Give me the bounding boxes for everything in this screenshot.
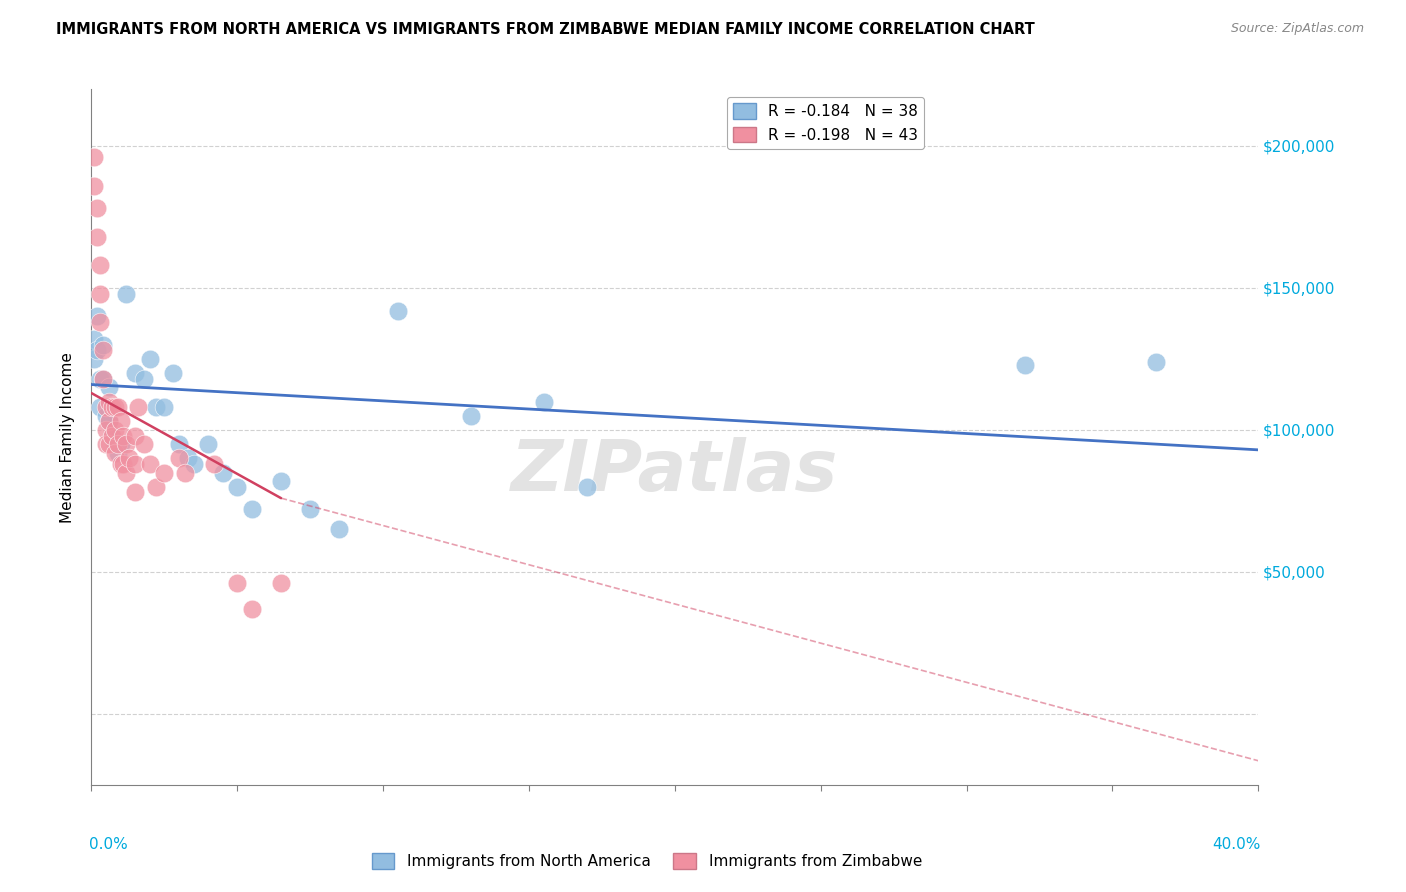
- Point: [138, 351, 162, 366]
- Point: [533, 394, 555, 409]
- Point: [83, 351, 105, 366]
- Point: [91, 372, 114, 386]
- Point: [86, 202, 108, 216]
- Point: [124, 366, 146, 380]
- Y-axis label: Median Family Income: Median Family Income: [60, 351, 76, 523]
- Text: IMMIGRANTS FROM NORTH AMERICA VS IMMIGRANTS FROM ZIMBABWE MEDIAN FAMILY INCOME C: IMMIGRANTS FROM NORTH AMERICA VS IMMIGRA…: [56, 22, 1035, 37]
- Legend: Immigrants from North America, Immigrants from Zimbabwe: Immigrants from North America, Immigrant…: [366, 847, 928, 875]
- Point: [145, 401, 167, 415]
- Point: [97, 414, 120, 428]
- Point: [97, 437, 120, 451]
- Point: [104, 401, 127, 415]
- Point: [110, 457, 132, 471]
- Point: [115, 466, 138, 480]
- Point: [1144, 355, 1167, 369]
- Text: 40.0%: 40.0%: [1212, 837, 1261, 852]
- Point: [83, 150, 105, 164]
- Point: [89, 286, 111, 301]
- Text: Source: ZipAtlas.com: Source: ZipAtlas.com: [1230, 22, 1364, 36]
- Point: [91, 343, 114, 358]
- Point: [112, 457, 135, 471]
- Point: [91, 338, 114, 352]
- Point: [138, 457, 162, 471]
- Point: [107, 401, 129, 415]
- Point: [101, 428, 124, 442]
- Point: [328, 522, 350, 536]
- Point: [270, 576, 292, 591]
- Point: [162, 366, 184, 380]
- Point: [124, 485, 146, 500]
- Point: [89, 258, 111, 272]
- Point: [387, 303, 409, 318]
- Point: [226, 480, 249, 494]
- Point: [94, 409, 117, 423]
- Point: [167, 451, 190, 466]
- Point: [86, 343, 108, 358]
- Point: [226, 576, 249, 591]
- Point: [110, 414, 132, 428]
- Point: [153, 401, 176, 415]
- Legend: R = -0.184   N = 38, R = -0.198   N = 43: R = -0.184 N = 38, R = -0.198 N = 43: [727, 97, 924, 149]
- Point: [89, 315, 111, 329]
- Point: [94, 401, 117, 415]
- Point: [104, 423, 127, 437]
- Point: [167, 437, 190, 451]
- Point: [270, 474, 292, 488]
- Point: [107, 446, 129, 460]
- Point: [91, 372, 114, 386]
- Point: [124, 457, 146, 471]
- Point: [240, 502, 263, 516]
- Point: [240, 602, 263, 616]
- Point: [97, 414, 120, 428]
- Point: [112, 428, 135, 442]
- Text: ZIPatlas: ZIPatlas: [512, 437, 838, 507]
- Point: [202, 457, 225, 471]
- Text: 0.0%: 0.0%: [89, 837, 128, 852]
- Point: [183, 457, 205, 471]
- Point: [115, 437, 138, 451]
- Point: [176, 451, 198, 466]
- Point: [104, 446, 127, 460]
- Point: [89, 401, 111, 415]
- Point: [94, 437, 117, 451]
- Point: [104, 437, 127, 451]
- Point: [86, 310, 108, 324]
- Point: [83, 332, 105, 346]
- Point: [460, 409, 482, 423]
- Point: [197, 437, 219, 451]
- Point: [132, 372, 155, 386]
- Point: [576, 480, 599, 494]
- Point: [299, 502, 322, 516]
- Point: [94, 423, 117, 437]
- Point: [153, 466, 176, 480]
- Point: [132, 437, 155, 451]
- Point: [83, 178, 105, 193]
- Point: [97, 394, 120, 409]
- Point: [101, 401, 124, 415]
- Point: [101, 428, 124, 442]
- Point: [1014, 358, 1036, 372]
- Point: [97, 380, 120, 394]
- Point: [118, 451, 141, 466]
- Point: [89, 372, 111, 386]
- Point: [173, 466, 195, 480]
- Point: [107, 437, 129, 451]
- Point: [86, 230, 108, 244]
- Point: [124, 428, 146, 442]
- Point: [127, 401, 149, 415]
- Point: [145, 480, 167, 494]
- Point: [211, 466, 233, 480]
- Point: [115, 286, 138, 301]
- Point: [110, 437, 132, 451]
